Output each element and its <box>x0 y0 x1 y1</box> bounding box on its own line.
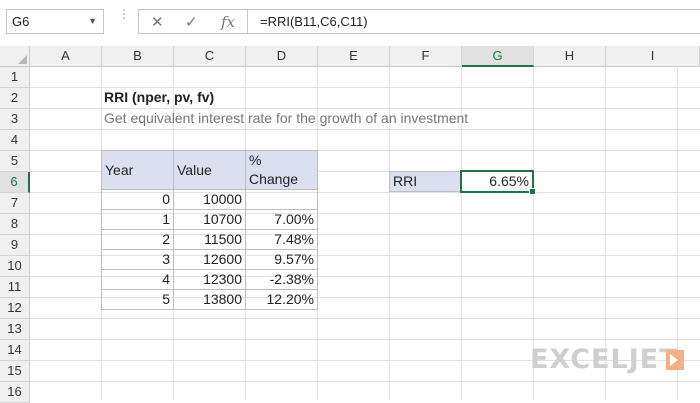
enter-icon[interactable]: ✓ <box>185 14 198 31</box>
table-row: 2 11500 7.48% <box>101 229 318 250</box>
table-row: 0 10000 <box>101 189 318 210</box>
row-header-14[interactable]: 14 <box>0 340 30 361</box>
rri-label-cell[interactable]: RRI <box>389 171 461 192</box>
table-row: 5 13800 12.20% <box>101 289 318 310</box>
sheet-subtitle: Get equivalent interest rate for the gro… <box>104 110 469 126</box>
header-change[interactable]: % Change <box>245 150 318 190</box>
column-header-c[interactable]: C <box>174 46 246 67</box>
formula-bar: G6 ▼ ⋮ ✕ ✓ fx =RRI(B11,C6,C11) <box>0 0 700 47</box>
row-header-9[interactable]: 9 <box>0 235 30 256</box>
column-header-a[interactable]: A <box>30 46 102 67</box>
column-header-b[interactable]: B <box>102 46 174 67</box>
year-cell[interactable]: 1 <box>101 209 174 230</box>
rri-result-cell[interactable]: 6.65% <box>460 170 536 195</box>
row-header-1[interactable]: 1 <box>0 67 30 88</box>
row-header-8[interactable]: 8 <box>0 214 30 235</box>
table-header-row: Year Value % Change <box>101 150 318 190</box>
header-year[interactable]: Year <box>101 150 174 190</box>
column-header-i[interactable]: I <box>606 46 700 67</box>
change-cell[interactable]: -2.38% <box>245 269 318 290</box>
name-box-value: G6 <box>12 14 30 29</box>
exceljet-logo: EXCELJET <box>530 344 679 375</box>
change-cell[interactable]: 7.48% <box>245 229 318 250</box>
resize-handle-icon[interactable]: ⋮ <box>118 7 130 21</box>
row-header-2[interactable]: 2 <box>0 88 30 109</box>
select-all-corner[interactable] <box>0 46 30 67</box>
value-cell[interactable]: 13800 <box>173 289 246 310</box>
column-header-d[interactable]: D <box>246 46 318 67</box>
row-header-7[interactable]: 7 <box>0 193 30 214</box>
year-cell[interactable]: 0 <box>101 189 174 210</box>
sheet-title: RRI (nper, pv, fv) <box>104 89 215 105</box>
row-header-6[interactable]: 6 <box>0 172 30 193</box>
row-header-11[interactable]: 11 <box>0 277 30 298</box>
row-header-3[interactable]: 3 <box>0 109 30 130</box>
chevron-down-icon[interactable]: ▼ <box>88 16 97 26</box>
value-cell[interactable]: 10000 <box>173 189 246 210</box>
year-cell[interactable]: 5 <box>101 289 174 310</box>
row-header-16[interactable]: 16 <box>0 382 30 403</box>
change-cell[interactable]: 12.20% <box>245 289 318 310</box>
year-cell[interactable]: 4 <box>101 269 174 290</box>
table-row: 3 12600 9.57% <box>101 249 318 270</box>
formula-input[interactable]: =RRI(B11,C6,C11) <box>247 9 700 34</box>
cancel-icon[interactable]: ✕ <box>151 14 164 31</box>
year-cell[interactable]: 2 <box>101 229 174 250</box>
value-cell[interactable]: 11500 <box>173 229 246 250</box>
name-box[interactable]: G6 ▼ <box>6 9 104 34</box>
change-cell[interactable] <box>245 189 318 210</box>
table-row: 4 12300 -2.38% <box>101 269 318 290</box>
insert-function-icon[interactable]: fx <box>221 13 236 31</box>
column-header-g[interactable]: G <box>462 46 534 67</box>
year-cell[interactable]: 3 <box>101 249 174 270</box>
header-value[interactable]: Value <box>173 150 246 190</box>
value-cell[interactable]: 12300 <box>173 269 246 290</box>
formula-buttons: ✕ ✓ fx <box>138 9 248 34</box>
data-table: Year Value % Change 0 10000 1 10700 7.00… <box>101 150 318 310</box>
row-header-10[interactable]: 10 <box>0 256 30 277</box>
column-header-h[interactable]: H <box>534 46 606 67</box>
row-header-4[interactable]: 4 <box>0 130 30 151</box>
table-row: 1 10700 7.00% <box>101 209 318 230</box>
value-cell[interactable]: 12600 <box>173 249 246 270</box>
change-cell[interactable]: 9.57% <box>245 249 318 270</box>
exceljet-mark-icon <box>666 350 684 370</box>
row-header-12[interactable]: 12 <box>0 298 30 319</box>
row-header-13[interactable]: 13 <box>0 319 30 340</box>
value-cell[interactable]: 10700 <box>173 209 246 230</box>
column-header-f[interactable]: F <box>390 46 462 67</box>
column-header-e[interactable]: E <box>318 46 390 67</box>
change-cell[interactable]: 7.00% <box>245 209 318 230</box>
row-header-5[interactable]: 5 <box>0 151 30 172</box>
row-header-15[interactable]: 15 <box>0 361 30 382</box>
